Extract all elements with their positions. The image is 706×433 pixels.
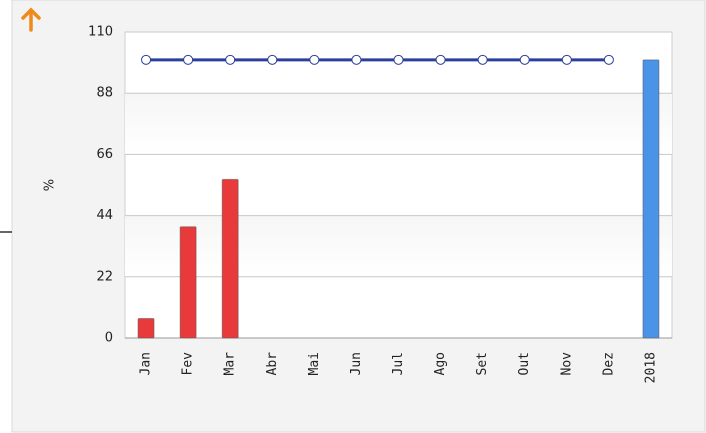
x-tick-label: Fev bbox=[181, 352, 196, 376]
x-tick-label: 2018 bbox=[643, 352, 658, 383]
y-tick-label: 44 bbox=[96, 208, 113, 223]
y-axis-label: % bbox=[43, 179, 58, 191]
y-tick-label: 88 bbox=[96, 86, 113, 101]
y-tick-label: 66 bbox=[96, 147, 113, 162]
bar bbox=[179, 226, 197, 339]
bar bbox=[221, 178, 239, 339]
x-tick-label: Out bbox=[517, 352, 532, 375]
x-tick-label: Dez bbox=[601, 352, 616, 375]
line-marker bbox=[477, 54, 488, 65]
line-marker bbox=[561, 54, 572, 65]
up-arrow-icon[interactable] bbox=[21, 7, 41, 32]
y-tick-label: 110 bbox=[88, 25, 113, 40]
line-marker bbox=[393, 54, 404, 65]
line-marker bbox=[267, 54, 278, 65]
line-marker bbox=[309, 54, 320, 65]
grid-band bbox=[125, 215, 672, 277]
line-marker bbox=[519, 54, 530, 65]
x-tick-label: Jul bbox=[391, 352, 406, 375]
x-tick-label: Jun bbox=[349, 352, 364, 375]
grid-band bbox=[125, 93, 672, 155]
x-tick-label: Ago bbox=[433, 352, 448, 375]
x-tick-label: Set bbox=[475, 352, 490, 375]
y-tick-label: 22 bbox=[96, 269, 113, 284]
y-tick-label: 0 bbox=[105, 331, 113, 346]
line-marker bbox=[603, 54, 614, 65]
x-tick-label: Mai bbox=[307, 352, 322, 375]
plot-area bbox=[124, 31, 673, 339]
bar bbox=[642, 59, 660, 339]
line-marker bbox=[225, 54, 236, 65]
x-tick-label: Nov bbox=[559, 352, 574, 376]
line-marker bbox=[351, 54, 362, 65]
line-marker bbox=[141, 54, 152, 65]
x-tick-label: Mar bbox=[223, 352, 238, 376]
line-marker bbox=[435, 54, 446, 65]
bar bbox=[137, 318, 155, 339]
x-tick-label: Jan bbox=[139, 352, 154, 375]
line-marker bbox=[183, 54, 194, 65]
x-tick-label: Abr bbox=[265, 352, 280, 376]
